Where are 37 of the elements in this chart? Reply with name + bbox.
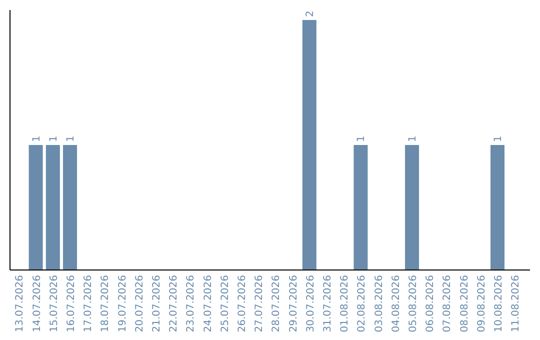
x-tick-label: 19.07.2026 xyxy=(117,275,128,332)
x-tick-label: 04.08.2026 xyxy=(390,275,402,332)
x-tick-label: 28.07.2026 xyxy=(271,275,282,332)
x-tick-label: 15.07.2026 xyxy=(48,275,60,332)
x-tick-label: 29.07.2026 xyxy=(288,275,300,332)
x-tick-label: 22.07.2026 xyxy=(168,275,180,332)
x-tick-label: 21.07.2026 xyxy=(152,275,162,332)
x-tick-label: 13.07.2026 xyxy=(14,275,26,332)
x-tick-label: 08.08.2026 xyxy=(459,275,470,332)
x-tick-label: 10.08.2026 xyxy=(494,275,504,332)
data-label: 1 xyxy=(31,136,42,142)
x-tick-label: 09.08.2026 xyxy=(476,275,488,332)
x-tick-label: 23.07.2026 xyxy=(186,275,197,332)
x-tick-label: 30.07.2026 xyxy=(305,275,316,332)
x-tick-label: 02.08.2026 xyxy=(356,275,368,332)
x-tick-label: 20.07.2026 xyxy=(134,275,146,332)
x-tick-label: 26.07.2026 xyxy=(237,275,248,332)
x-tick-label: 27.07.2026 xyxy=(254,275,266,332)
x-tick-label: 05.08.2026 xyxy=(408,275,419,332)
x-tick-label: 24.07.2026 xyxy=(202,275,214,332)
data-label: 1 xyxy=(493,136,504,142)
data-label: 2 xyxy=(304,10,316,17)
x-tick-label: 06.08.2026 xyxy=(425,275,436,332)
x-tick-label: 11.08.2026 xyxy=(510,275,522,332)
x-tick-label: 17.07.2026 xyxy=(83,275,94,332)
data-label: 1 xyxy=(356,136,368,142)
x-tick-label: 01.08.2026 xyxy=(340,275,351,332)
x-tick-label: 03.08.2026 xyxy=(374,275,385,332)
x-tick-label: 14.07.2026 xyxy=(32,275,43,332)
data-label: 1 xyxy=(408,136,418,142)
data-label: 1 xyxy=(66,136,76,142)
x-tick-label: 16.07.2026 xyxy=(66,275,77,332)
x-tick-label: 07.08.2026 xyxy=(442,275,454,332)
x-tick-label: 18.07.2026 xyxy=(100,275,112,332)
data-label: 1 xyxy=(48,136,60,142)
x-tick-label: 25.07.2026 xyxy=(220,275,231,332)
x-tick-label: 31.07.2026 xyxy=(322,275,334,332)
